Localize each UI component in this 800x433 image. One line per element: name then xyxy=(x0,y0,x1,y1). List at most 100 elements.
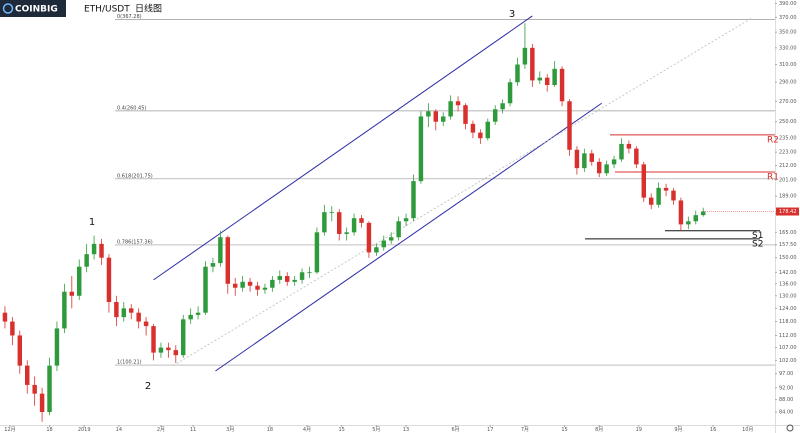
candle-body xyxy=(559,68,565,102)
candle-body xyxy=(381,240,387,248)
candle-body xyxy=(195,312,201,315)
fib-label: 1(100.21) xyxy=(117,360,142,366)
y-tick-label: 124.00 xyxy=(779,306,797,312)
x-tick-label: 2019 xyxy=(78,427,91,433)
trend-line xyxy=(173,17,753,366)
candle-body xyxy=(440,116,446,122)
candle-body xyxy=(10,321,15,336)
candle-body xyxy=(359,218,364,223)
candle-body xyxy=(121,308,127,318)
candle-body xyxy=(411,181,416,219)
x-tick-label: 14 xyxy=(116,427,122,433)
candle-body xyxy=(515,64,520,83)
x-tick-label: 7月 xyxy=(521,427,529,433)
y-tick-label: 130.00 xyxy=(779,293,797,299)
y-tick-label: 189.00 xyxy=(779,194,797,200)
level-label: S2 xyxy=(752,239,763,249)
logo-text: COINBIG xyxy=(15,5,58,15)
y-tick-label: 270.00 xyxy=(779,99,797,105)
candle-body xyxy=(180,319,186,356)
candle-body xyxy=(448,101,453,117)
candle-body xyxy=(91,243,97,255)
candle-body xyxy=(62,291,67,329)
x-tick-label: 15 xyxy=(561,427,567,433)
candle-body xyxy=(626,143,632,149)
candle-body xyxy=(218,237,223,264)
x-tick-label: 8月 xyxy=(595,427,603,433)
candle-body xyxy=(663,187,669,191)
trend-line xyxy=(215,102,602,372)
candle-body xyxy=(270,279,275,288)
candle-body xyxy=(463,105,468,124)
candle-body xyxy=(426,111,431,117)
candle-body xyxy=(634,148,639,165)
candle-body xyxy=(329,212,335,213)
y-tick-label: 235.00 xyxy=(779,136,797,142)
y-tick-label: 118.00 xyxy=(779,319,797,325)
candle-body xyxy=(314,232,320,273)
y-tick-label: 290.00 xyxy=(779,80,797,86)
settings-icon[interactable] xyxy=(786,424,794,432)
y-tick-label: 84.00 xyxy=(779,410,793,416)
candle-body xyxy=(530,47,535,81)
y-tick-label: 310.00 xyxy=(779,62,797,68)
candle-body xyxy=(455,101,461,106)
x-tick-label: 10月 xyxy=(742,427,753,433)
x-tick-label: 18 xyxy=(267,427,273,433)
y-tick-label: 330.00 xyxy=(779,45,797,51)
candle-body xyxy=(210,263,216,267)
candle-body xyxy=(596,161,602,174)
y-tick-label: 201.00 xyxy=(779,177,797,183)
candle-body xyxy=(388,237,394,241)
y-tick-label: 350.00 xyxy=(779,30,797,36)
y-tick-label: 88.00 xyxy=(779,397,793,403)
candle-body xyxy=(188,314,193,320)
candle-body xyxy=(470,123,476,133)
level-label: R2 xyxy=(767,135,779,145)
candle-body xyxy=(567,101,572,150)
candle-body xyxy=(158,347,164,353)
x-tick-label: 6月 xyxy=(451,427,459,433)
candle-body xyxy=(582,153,587,169)
logo-box xyxy=(0,0,66,17)
candle-body xyxy=(136,312,141,322)
y-tick-label: 250.00 xyxy=(779,119,797,125)
x-tick-label: 2月 xyxy=(157,427,165,433)
x-tick-label: 12月 xyxy=(4,427,15,433)
candle-body xyxy=(262,287,268,290)
fib-label: 0.618(201.75) xyxy=(117,173,153,179)
candle-body xyxy=(648,197,654,205)
candle-body xyxy=(336,212,342,234)
candle-body xyxy=(418,116,424,182)
candle-body xyxy=(366,222,372,253)
y-tick-label: 112.00 xyxy=(779,333,797,339)
candle-body xyxy=(232,283,238,288)
timeframe: 日线图 xyxy=(135,3,162,15)
candle-body xyxy=(537,77,543,81)
candle-body xyxy=(106,257,112,302)
level-label: R1 xyxy=(767,172,779,182)
candle-body xyxy=(574,149,580,169)
candle-body xyxy=(77,266,82,296)
candle-body xyxy=(507,82,513,104)
candle-body xyxy=(99,243,104,258)
candle-body xyxy=(151,326,156,353)
candle-body xyxy=(700,211,706,216)
y-tick-label: 223.00 xyxy=(779,150,797,156)
candle-body xyxy=(656,187,661,205)
fib-label: 0(367.28) xyxy=(117,14,142,20)
last-price-label: 178.42 xyxy=(779,209,797,215)
candle-body xyxy=(544,77,550,86)
x-tick-label: 18 xyxy=(46,427,52,433)
candle-body xyxy=(619,143,624,160)
y-tick-label: 142.00 xyxy=(779,270,797,276)
y-tick-label: 107.00 xyxy=(779,345,797,351)
symbol: ETH/USDT xyxy=(84,5,130,15)
candle-body xyxy=(351,218,357,233)
trend-line xyxy=(153,15,533,281)
candle-body xyxy=(396,221,401,238)
wave-label: 2 xyxy=(145,381,151,392)
x-tick-label: 5月 xyxy=(372,427,380,433)
candle-body xyxy=(84,254,89,267)
